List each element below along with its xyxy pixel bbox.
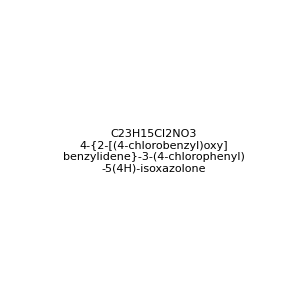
- Text: C23H15Cl2NO3
4-{2-[(4-chlorobenzyl)oxy]
benzylidene}-3-(4-chlorophenyl)
-5(4H)-i: C23H15Cl2NO3 4-{2-[(4-chlorobenzyl)oxy] …: [63, 129, 245, 174]
